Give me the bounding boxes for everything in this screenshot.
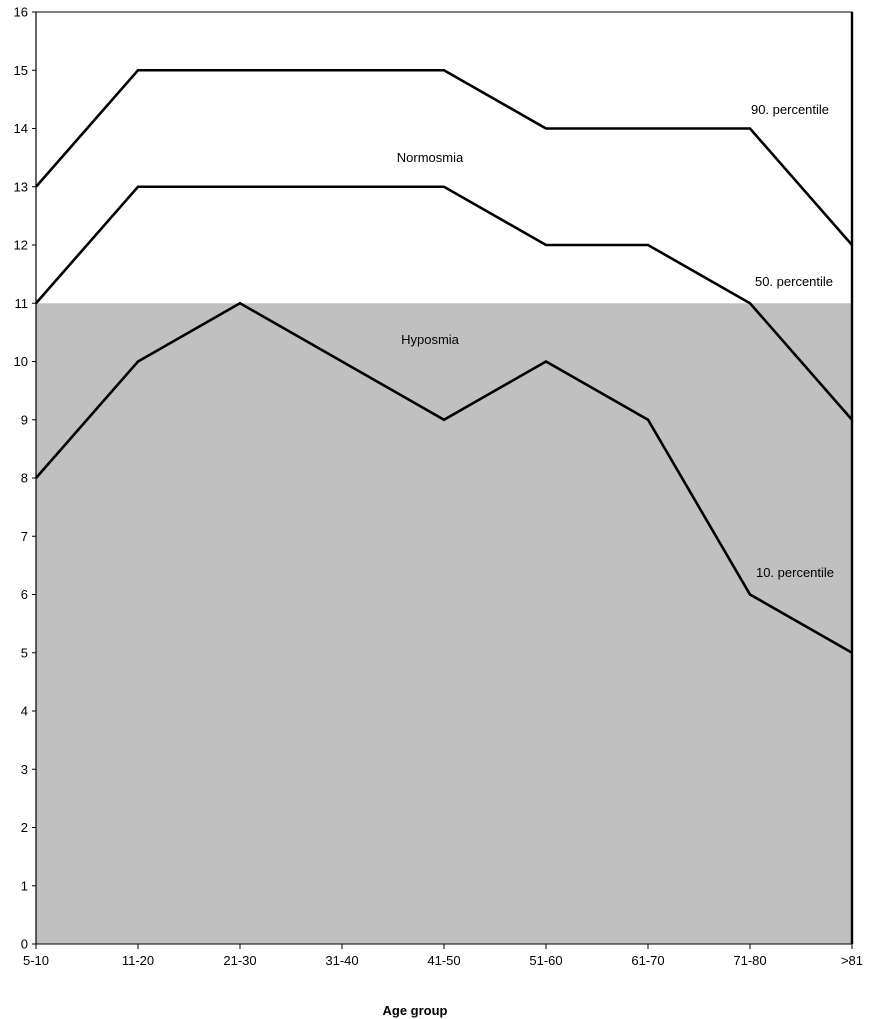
y-tick-label: 1 [21, 878, 28, 893]
y-tick-label: 7 [21, 529, 28, 544]
x-tick-label: 61-70 [631, 953, 664, 968]
x-axis-title: Age group [383, 1003, 448, 1018]
y-tick-label: 8 [21, 471, 28, 486]
series-label-90: 90. percentile [751, 102, 829, 117]
region-label-hyposmia: Hyposmia [401, 332, 460, 347]
series-line-0 [35, 68, 853, 246]
y-tick-label: 0 [21, 937, 28, 952]
y-tick-label: 10 [14, 354, 28, 369]
x-tick-label: 51-60 [529, 953, 562, 968]
region-label-normosmia: Normosmia [397, 150, 464, 165]
x-tick-label: 5-10 [23, 953, 49, 968]
y-tick-label: 14 [14, 121, 28, 136]
region-hyposmia [36, 303, 852, 944]
x-tick-label: 31-40 [325, 953, 358, 968]
y-tick-label: 12 [14, 238, 28, 253]
y-tick-label: 9 [21, 412, 28, 427]
y-tick-label: 5 [21, 645, 28, 660]
y-tick-label: 3 [21, 762, 28, 777]
x-tick-label: 11-20 [122, 953, 154, 968]
x-tick-label: 71-80 [733, 953, 766, 968]
x-tick-label: 21-30 [223, 953, 256, 968]
series-label-50: 50. percentile [755, 274, 833, 289]
region-normosmia [36, 12, 852, 304]
y-tick-label: 16 [14, 5, 28, 20]
y-tick-label: 11 [15, 296, 29, 311]
x-tick-label: 41-50 [427, 953, 460, 968]
y-tick-label: 13 [14, 179, 28, 194]
y-tick-label: 15 [14, 63, 28, 78]
y-tick-label: 4 [21, 704, 28, 719]
x-tick-label: >81 [841, 953, 863, 968]
x-axis: 5-10 11-20 21-30 31-40 41-50 51-60 61-70 71-80 >… [23, 944, 863, 968]
y-tick-label: 6 [21, 587, 28, 602]
series-line-1 [35, 185, 853, 421]
series-label-10: 10. percentile [756, 565, 834, 580]
y-tick-label: 2 [21, 820, 28, 835]
series-line-2 [35, 301, 853, 654]
